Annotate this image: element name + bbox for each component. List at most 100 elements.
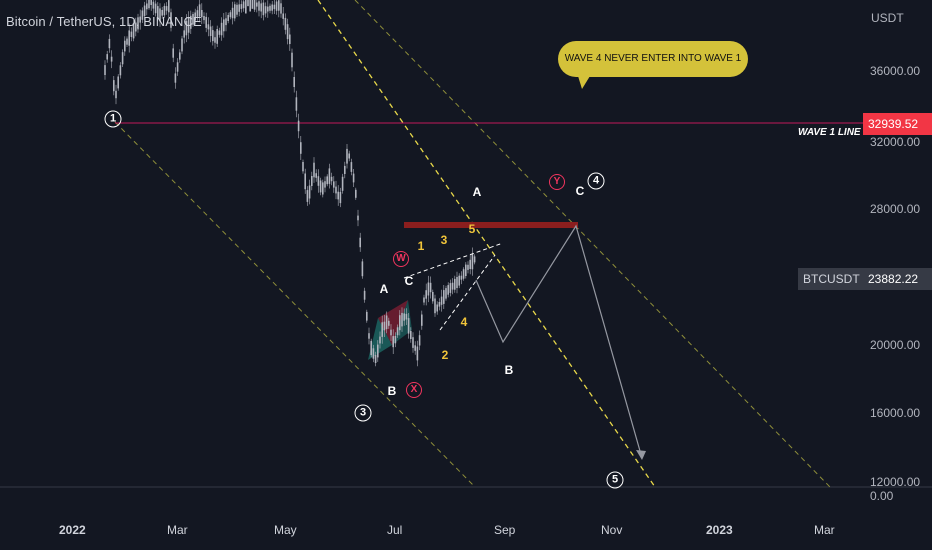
- wave-label-yellow-3[interactable]: 3: [440, 233, 448, 247]
- wave-label-circle-3[interactable]: 3: [354, 404, 372, 422]
- candle-body: [260, 3, 262, 12]
- projection-arrowhead: [636, 450, 646, 460]
- wave-label-yellow-5[interactable]: 5: [468, 222, 476, 236]
- candle-body: [284, 17, 287, 30]
- candle-body: [128, 30, 130, 46]
- candle-body: [220, 22, 223, 36]
- wave-label-yellow-1[interactable]: 1: [417, 239, 425, 253]
- candle-body: [341, 176, 344, 191]
- candle-body: [113, 80, 115, 92]
- candle-body: [390, 329, 392, 336]
- candle-body: [346, 148, 348, 164]
- candle-body: [159, 8, 161, 22]
- candle-body: [335, 186, 337, 194]
- candle-body: [333, 181, 335, 188]
- candle-body: [108, 38, 111, 49]
- resistance-zone: [404, 222, 578, 228]
- candle-body: [302, 162, 304, 172]
- candle-body: [146, 3, 148, 10]
- candle-body: [110, 56, 113, 62]
- candle-body: [181, 38, 183, 52]
- candle-body: [161, 10, 163, 16]
- candle-body: [174, 73, 177, 83]
- wave-label-c-1[interactable]: C: [404, 274, 414, 288]
- candle-body: [273, 4, 276, 10]
- candle-body: [165, 6, 168, 11]
- candle-body: [473, 256, 476, 263]
- candle-body: [350, 162, 353, 172]
- wave-label-red-w[interactable]: W: [393, 251, 409, 267]
- candle-body: [438, 302, 441, 307]
- candle-body: [119, 65, 122, 76]
- candle-body: [234, 4, 236, 19]
- candle-body: [126, 38, 128, 45]
- candle-body: [249, 0, 251, 12]
- candle-body: [157, 6, 159, 18]
- candle-body: [179, 52, 181, 60]
- time-label-mar: Mar: [167, 523, 188, 537]
- current-price-tag: 23882.22: [863, 268, 932, 290]
- candle-body: [405, 313, 408, 320]
- candle-body: [251, 0, 254, 9]
- wave-label-circle-1[interactable]: 1: [104, 110, 122, 128]
- symbol-title[interactable]: Bitcoin / TetherUS, 1D, BINANCE: [6, 14, 202, 29]
- candle-body: [458, 275, 460, 286]
- candle-body: [148, 0, 150, 9]
- wave-label-b-1[interactable]: B: [387, 384, 397, 398]
- candle-body: [106, 54, 108, 60]
- callout-note[interactable]: WAVE 4 NEVER ENTER INTO WAVE 1: [558, 41, 748, 77]
- wave-label-circle-5[interactable]: 5: [606, 471, 624, 489]
- candle-body: [392, 336, 394, 348]
- candle-body: [194, 12, 196, 21]
- wave-label-a-1[interactable]: A: [379, 282, 389, 296]
- candle-body: [308, 185, 311, 199]
- candle-body: [304, 173, 306, 190]
- candle-body: [370, 340, 372, 356]
- candle-body: [172, 48, 174, 58]
- channel-lower-line: [114, 121, 476, 488]
- candle-body: [388, 320, 390, 326]
- wave-label-b-2[interactable]: B: [504, 363, 514, 377]
- candle-body: [319, 180, 322, 193]
- candle-body: [416, 346, 419, 361]
- candle-body: [300, 142, 302, 154]
- callout-note-tail: [578, 76, 590, 89]
- wave-label-yellow-2[interactable]: 2: [441, 348, 449, 362]
- candle-body: [275, 1, 278, 11]
- candle-body: [377, 344, 379, 358]
- candle-body: [280, 3, 282, 14]
- candle-body: [374, 354, 377, 363]
- candle-body: [143, 5, 146, 17]
- candle-body: [209, 26, 212, 36]
- candle-body: [132, 22, 135, 39]
- time-label-nov: Nov: [601, 523, 623, 537]
- candle-body: [291, 52, 293, 68]
- pattern-highlight-red: [378, 300, 408, 345]
- wave-label-red-x[interactable]: X: [406, 382, 422, 398]
- candle-body: [385, 315, 388, 330]
- time-label-jul: Jul: [387, 523, 403, 537]
- candle-body: [471, 253, 474, 270]
- wave-label-a-2[interactable]: A: [472, 185, 482, 199]
- candle-body: [207, 24, 210, 30]
- candle-body: [357, 215, 359, 221]
- wave-label-c-2[interactable]: C: [575, 184, 585, 198]
- candle-body: [269, 5, 271, 11]
- candle-body: [469, 259, 471, 269]
- time-label-mar-2023: Mar: [814, 523, 835, 537]
- wave-label-circle-4[interactable]: 4: [587, 172, 605, 190]
- candle-body: [115, 90, 117, 99]
- candle-body: [443, 290, 445, 304]
- wave-label-yellow-4[interactable]: 4: [460, 315, 468, 329]
- candle-body: [344, 165, 346, 174]
- candle-body: [297, 120, 300, 132]
- candle-body: [218, 30, 221, 35]
- candle-body: [216, 29, 218, 44]
- candle-body: [150, 0, 152, 5]
- wave-label-red-y[interactable]: Y: [549, 174, 565, 190]
- candle-body: [231, 7, 234, 19]
- wave1-price-tag: 32939.52: [863, 113, 932, 135]
- candle-body: [286, 24, 289, 40]
- candle-body: [421, 314, 423, 326]
